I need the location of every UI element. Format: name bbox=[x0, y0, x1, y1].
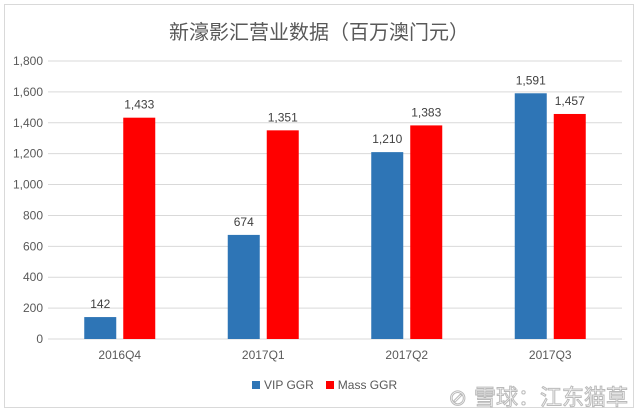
bar-vip-ggr bbox=[371, 152, 404, 339]
data-label: 1,210 bbox=[372, 132, 402, 146]
bar-mass-ggr bbox=[123, 117, 156, 339]
y-tick-label: 800 bbox=[23, 208, 43, 222]
data-label: 1,351 bbox=[268, 110, 298, 124]
legend-item: Mass GGR bbox=[325, 378, 398, 392]
y-tick-label: 1,000 bbox=[13, 178, 43, 192]
legend-label: Mass GGR bbox=[337, 378, 398, 392]
chart-title: 新濠影汇营业数据（百万澳门元） bbox=[169, 20, 469, 44]
legend: VIP GGR Mass GGR bbox=[252, 378, 397, 392]
watermark: ⊘ 雪球：江东猫草 bbox=[448, 386, 628, 412]
x-tick-label: 2017Q3 bbox=[529, 348, 572, 362]
x-tick-label: 2017Q2 bbox=[385, 348, 428, 362]
legend-item: VIP GGR bbox=[252, 378, 314, 392]
y-tick-label: 0 bbox=[36, 332, 43, 346]
y-tick-label: 1,600 bbox=[13, 85, 43, 99]
legend-swatch bbox=[325, 381, 334, 389]
bar-vip-ggr bbox=[514, 93, 547, 339]
data-label: 1,383 bbox=[411, 105, 441, 119]
data-label: 142 bbox=[90, 297, 110, 311]
x-tick-label: 2016Q4 bbox=[98, 348, 141, 362]
data-label: 674 bbox=[234, 215, 254, 229]
bar-mass-ggr bbox=[553, 113, 586, 339]
data-label: 1,457 bbox=[555, 94, 585, 108]
legend-label: VIP GGR bbox=[264, 378, 314, 392]
y-tick-label: 1,200 bbox=[13, 147, 43, 161]
bar-vip-ggr bbox=[84, 317, 117, 339]
data-label: 1,591 bbox=[516, 73, 546, 87]
y-tick-label: 1,800 bbox=[13, 54, 43, 68]
y-tick-label: 400 bbox=[23, 270, 43, 284]
bar-vip-ggr bbox=[227, 234, 260, 339]
x-tick-label: 2017Q1 bbox=[242, 348, 285, 362]
bar-mass-ggr bbox=[266, 130, 299, 339]
y-tick-label: 200 bbox=[23, 301, 43, 315]
y-tick-label: 1,400 bbox=[13, 116, 43, 130]
legend-swatch bbox=[252, 381, 260, 389]
data-label: 1,433 bbox=[124, 98, 154, 112]
bar-mass-ggr bbox=[410, 125, 443, 339]
y-tick-label: 600 bbox=[23, 239, 43, 253]
